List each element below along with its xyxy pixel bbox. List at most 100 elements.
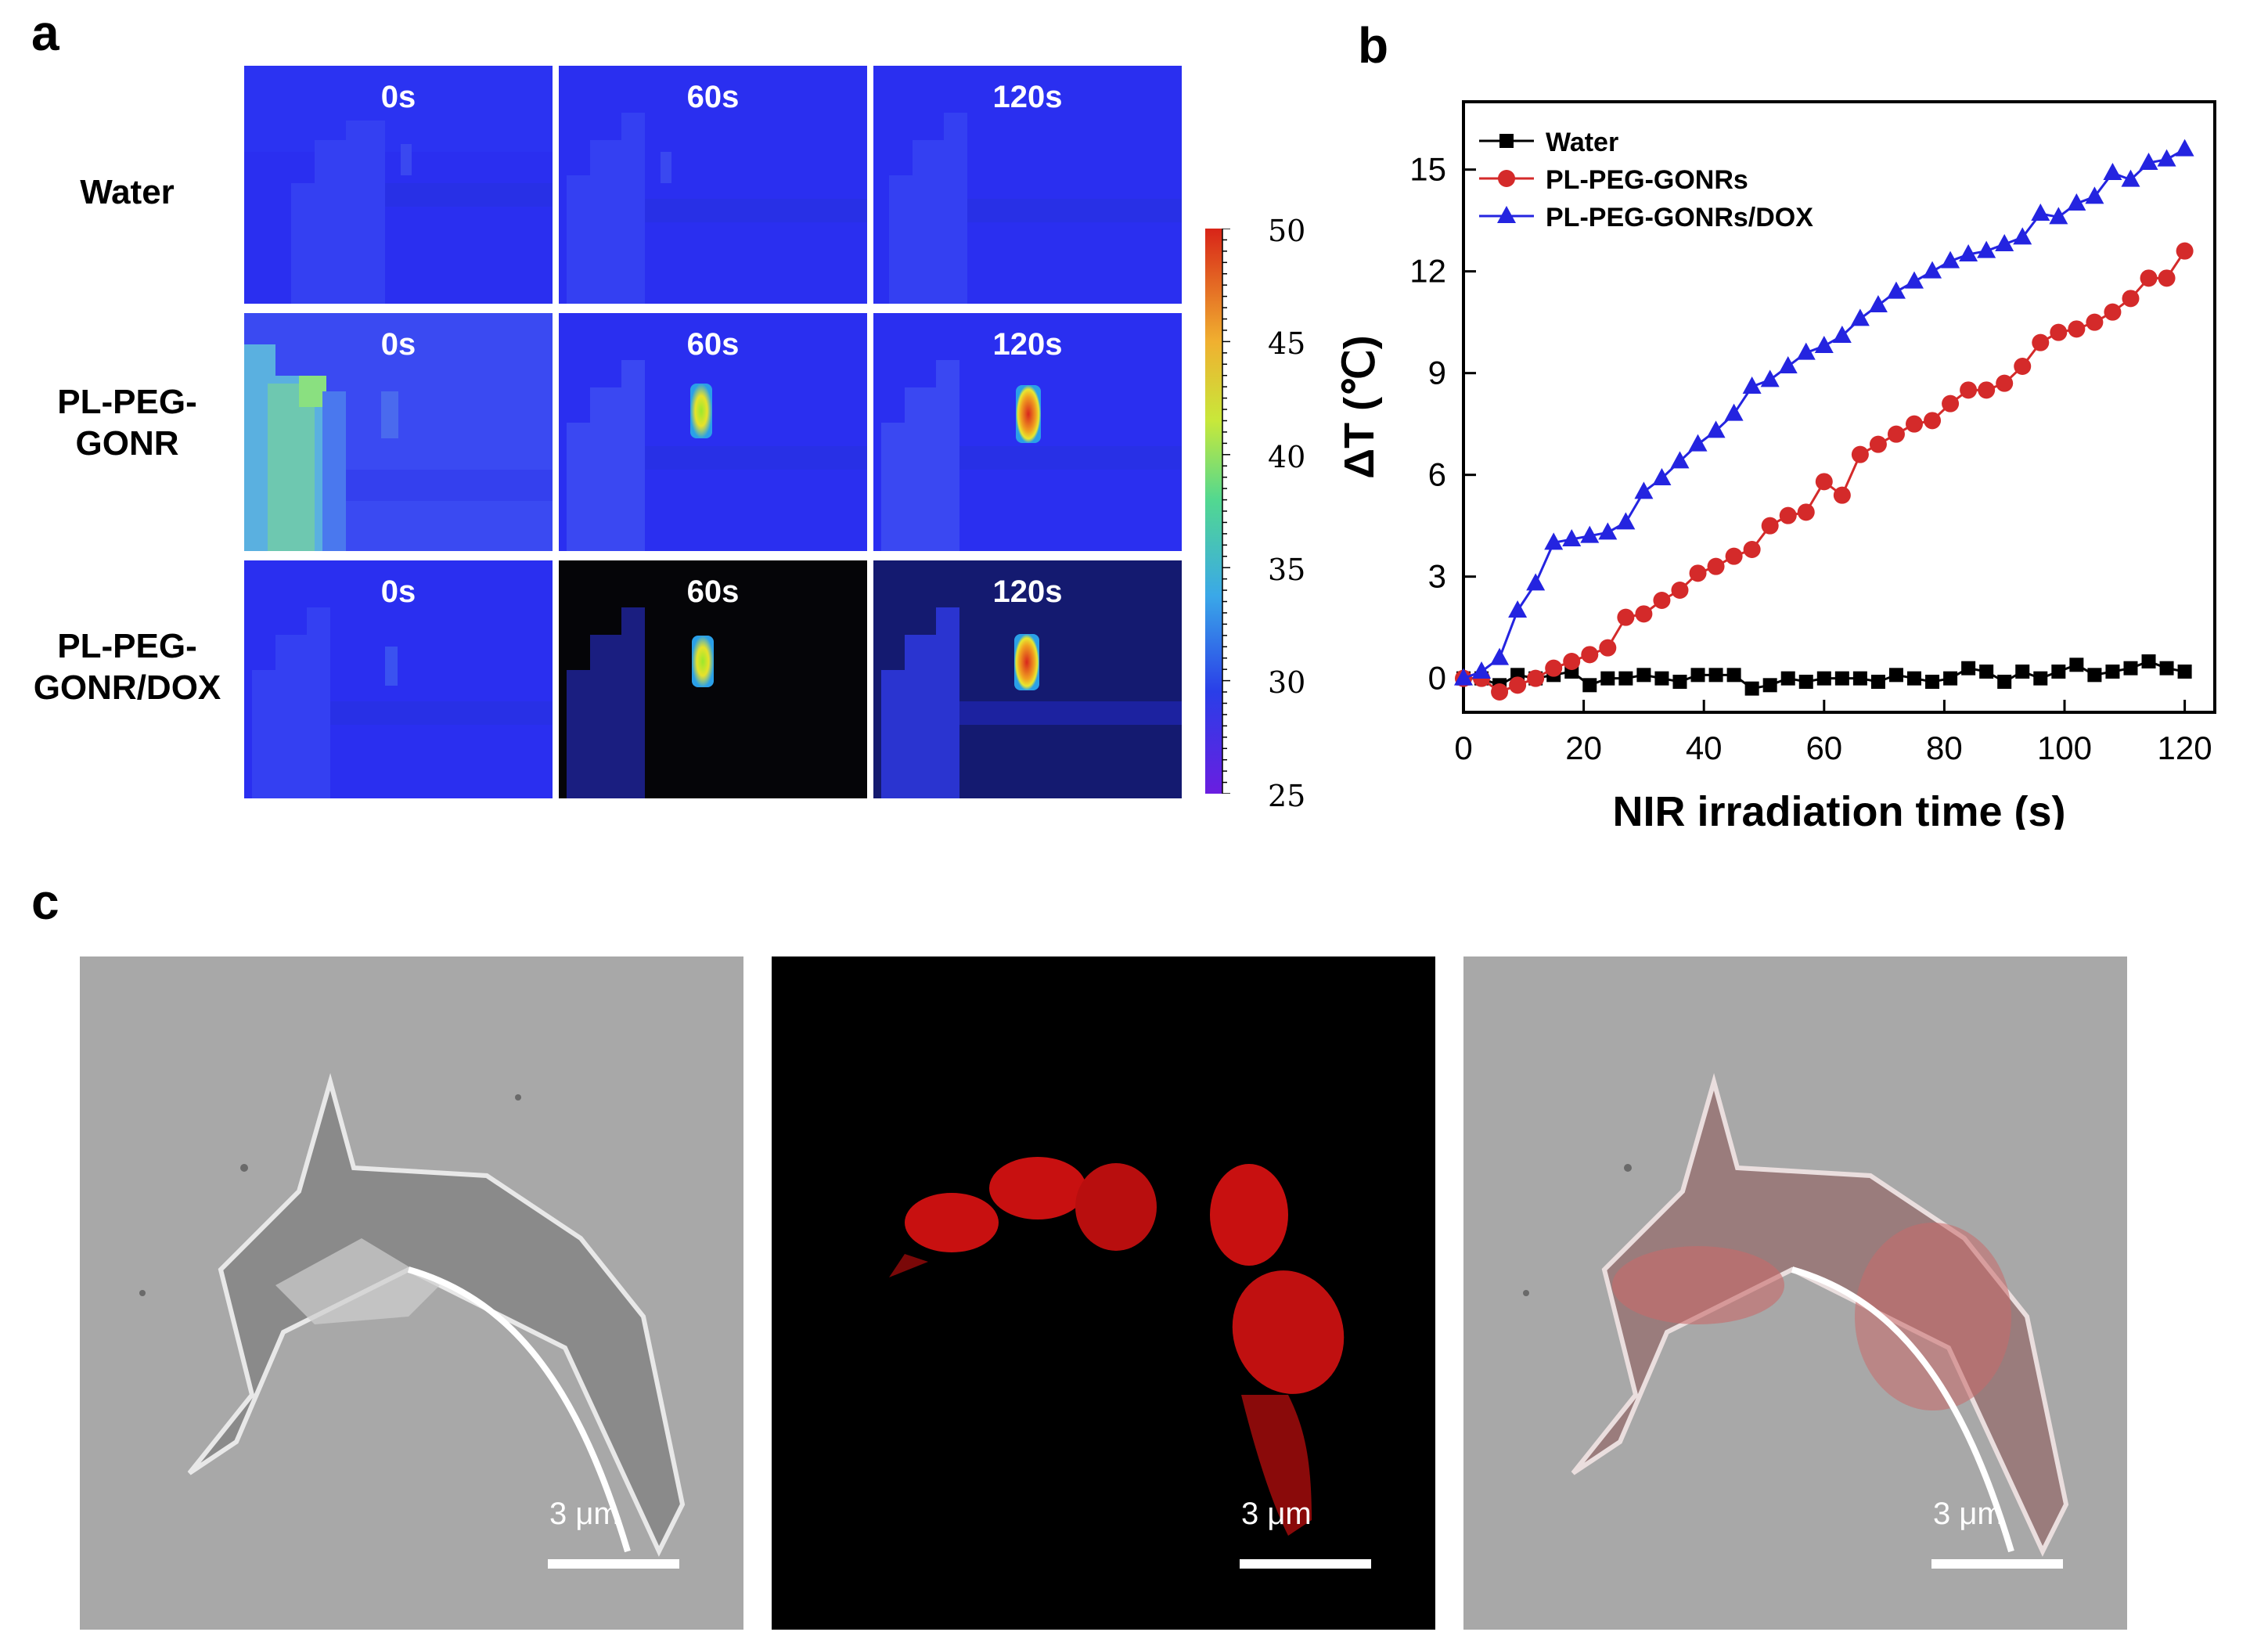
colorbar-tick: 30 (1268, 665, 1306, 700)
data-point (2014, 358, 2032, 375)
data-point (1886, 281, 1906, 299)
x-tick-label: 100 (2037, 730, 2092, 766)
data-point (2103, 163, 2122, 180)
data-point (1923, 261, 1942, 279)
data-point (1870, 675, 1885, 689)
thermal-image-water-0s: 0s (244, 66, 553, 304)
data-point (1600, 671, 1615, 686)
y-tick-label: 0 (1428, 660, 1446, 697)
data-point (2069, 657, 2084, 672)
data-point (1852, 671, 1867, 686)
data-point (2105, 665, 2120, 679)
data-point (1797, 503, 1815, 521)
data-point (2086, 313, 2104, 331)
data-point (2050, 323, 2068, 341)
time-label: 120s (992, 80, 1063, 114)
data-point (1977, 240, 1996, 258)
data-point (1472, 661, 1492, 679)
panel-label-c: c (31, 874, 59, 930)
scale-label: 3 μm (549, 1497, 620, 1531)
y-tick-label: 9 (1428, 355, 1446, 391)
data-point (2158, 269, 2176, 287)
x-tick-label: 0 (1454, 730, 1472, 766)
legend-label: PL-PEG-GONRs (1546, 165, 1748, 195)
scale-bar (548, 1559, 679, 1569)
data-point (1545, 659, 1563, 677)
data-point (1761, 517, 1779, 535)
data-point (1925, 675, 1940, 689)
data-point (1851, 445, 1869, 463)
thermal-image-dox-120s: 120s (873, 560, 1182, 798)
series-line-2 (1463, 250, 2186, 694)
thermal-image-dox-60s: 60s (559, 560, 867, 798)
data-point (1941, 250, 1960, 268)
data-point (1780, 671, 1795, 686)
data-point (1562, 529, 1582, 546)
data-point (1796, 342, 1816, 360)
legend-label: PL-PEG-GONRs/DOX (1546, 203, 1813, 232)
data-point (1833, 486, 1851, 504)
data-point (1616, 512, 1636, 530)
y-tick-label: 3 (1428, 558, 1446, 595)
data-point (1760, 369, 1780, 387)
thermal-image-gonr-120s: 120s (873, 313, 1182, 551)
data-point (2141, 654, 2156, 668)
data-point (1778, 356, 1798, 373)
data-point (1509, 676, 1527, 694)
legend-label: Water (1546, 128, 1618, 157)
thermal-image-water-60s: 60s (559, 66, 867, 304)
data-point (1960, 381, 1978, 399)
data-point (2104, 303, 2122, 321)
data-point (1454, 668, 1473, 686)
thermal-image-gonr-0s: 0s (244, 313, 553, 551)
data-point (1526, 573, 1546, 591)
data-point (1868, 295, 1888, 312)
micrograph-merged: 3 μm (1463, 956, 2127, 1630)
data-point (1617, 608, 1635, 626)
data-point (2087, 668, 2102, 683)
data-point (1942, 394, 1960, 412)
data-point (2049, 207, 2068, 225)
data-point (2175, 139, 2194, 157)
colorbar-tick: 35 (1268, 553, 1306, 587)
scale-label: 3 μm (1933, 1497, 2003, 1531)
data-point (1690, 668, 1705, 683)
data-point (1887, 425, 1905, 443)
data-point (1959, 244, 1978, 261)
x-tick-label: 60 (1805, 730, 1842, 766)
data-point (2176, 242, 2194, 260)
data-point (1978, 381, 1996, 399)
time-label: 0s (380, 327, 416, 362)
time-label: 60s (686, 327, 740, 362)
data-point (1816, 671, 1831, 686)
data-point (1906, 415, 1923, 433)
data-point (2123, 661, 2138, 675)
data-point (1652, 468, 1672, 485)
data-point (1653, 592, 1671, 609)
data-point (2068, 320, 2086, 338)
time-label: 60s (686, 80, 740, 114)
data-point (1907, 671, 1921, 686)
data-point (1961, 661, 1976, 675)
panel-label-b: b (1358, 17, 1389, 74)
thermal-image-water-120s: 120s (873, 66, 1182, 304)
data-point (1670, 451, 1690, 469)
data-point (1581, 646, 1599, 664)
time-label: 0s (380, 80, 416, 114)
data-point (1671, 582, 1689, 599)
colorbar-tick: 25 (1268, 779, 1306, 813)
data-point (2013, 227, 2032, 245)
scale-bar (1240, 1559, 1371, 1569)
data-point (1834, 671, 1849, 686)
data-point (2015, 665, 2030, 679)
row-label-pl-peg-gonr: PL-PEG- GONR (57, 383, 197, 463)
x-tick-label: 40 (1686, 730, 1723, 766)
data-point (1798, 675, 1813, 689)
data-point (1654, 671, 1669, 686)
data-point (2032, 333, 2050, 351)
micrograph-brightfield: 3 μm (80, 956, 743, 1630)
data-point (1905, 271, 1924, 289)
data-point (1924, 412, 1942, 430)
data-point (1707, 557, 1725, 575)
data-point (1943, 671, 1958, 686)
